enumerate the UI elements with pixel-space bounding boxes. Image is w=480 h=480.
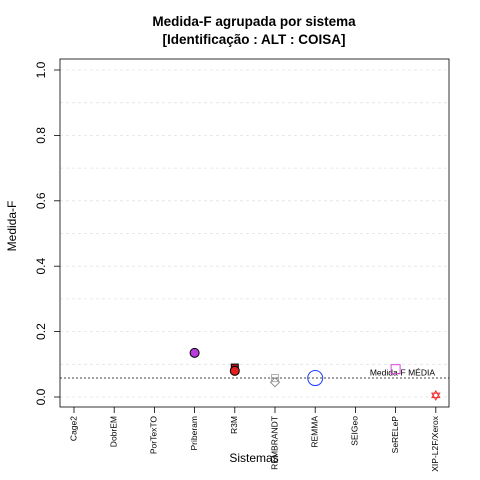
chart-title-line-1: Medida-F agrupada por sistema [152,14,356,29]
x-axis: Cage2 DobrEM PorTexTO Priberam R3M REMBRANDT R… [68,407,440,472]
data-points [189,347,441,401]
reference-line-label: Medida-F MÉDIA [370,368,436,378]
data-point-xip-l2f-xerox [431,392,441,401]
x-tick-label-portexto: PorTexTO [149,416,159,454]
x-tick-label-xip-l2f-xerox: XIP-L2F/Xerox [430,415,440,471]
x-tick-label-priberam: Priberam [189,416,199,450]
x-tick-label-seigeo: SEIGeo [350,416,360,446]
chart-title-line-2: [Identificação : ALT : COISA] [162,32,345,47]
y-tick-label: 0.4 [34,258,48,275]
x-tick-label-dobrem: DobrEM [108,416,118,447]
x-tick-label-cage2: Cage2 [68,416,78,441]
data-point-serelep [390,364,401,375]
data-point-r3m [229,365,240,376]
y-axis-label: Medida-F [5,201,19,252]
y-tick-label: 0.0 [34,388,48,405]
data-point-remma [307,370,324,387]
y-axis: 0.0 0.2 0.4 0.6 0.8 1.0 [34,61,60,405]
grid [60,69,449,398]
x-axis-label: Sistemas [229,451,278,465]
y-tick-label: 1.0 [34,61,48,78]
x-tick-label-remma: REMMA [309,416,319,448]
x-tick-label-rembrandt: REMBRANDT [269,416,279,470]
data-point-xip-l2f-xerox [431,389,441,399]
y-tick-label: 0.6 [34,192,48,209]
data-point-rembrandt [271,374,279,383]
data-point-priberam [189,347,200,358]
data-point-rembrandt [269,377,281,388]
plot-frame [59,58,450,408]
x-tick-label-r3m: R3M [229,416,239,434]
y-tick-label: 0.2 [34,323,48,340]
x-tick-label-serelep: SeRELeP [390,416,400,454]
reference-line-group: Medida-F MÉDIA [60,368,449,379]
y-tick-label: 0.8 [34,127,48,144]
